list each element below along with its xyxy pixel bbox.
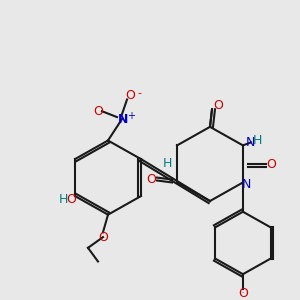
Text: +: +: [127, 111, 135, 121]
Text: H: H: [253, 134, 262, 147]
Text: O: O: [66, 193, 76, 206]
Text: O: O: [213, 99, 223, 112]
Text: O: O: [93, 105, 103, 118]
Text: H: H: [162, 157, 172, 169]
Text: N: N: [118, 112, 128, 125]
Text: H: H: [58, 193, 68, 206]
Text: O: O: [125, 89, 135, 102]
Text: O: O: [146, 173, 156, 186]
Text: O: O: [266, 158, 276, 171]
Text: N: N: [242, 178, 252, 191]
Text: O: O: [238, 287, 248, 300]
Text: N: N: [246, 136, 256, 149]
Text: O: O: [98, 231, 108, 244]
Text: -: -: [137, 88, 141, 98]
